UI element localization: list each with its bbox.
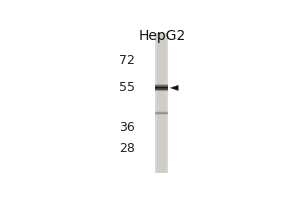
Bar (155, 113, 168, 114)
Bar (155, 87, 168, 88)
Text: 36: 36 (119, 121, 135, 134)
Bar (155, 112, 168, 113)
Bar (155, 33, 158, 173)
Bar (155, 89, 168, 90)
Bar (155, 84, 168, 85)
Bar (155, 85, 168, 86)
Bar (155, 113, 168, 114)
Bar (167, 33, 168, 173)
Text: 72: 72 (119, 54, 135, 67)
Bar (155, 111, 168, 112)
Bar (155, 112, 168, 113)
Bar (155, 85, 168, 86)
Text: 28: 28 (119, 142, 135, 155)
Bar (155, 91, 168, 92)
Text: HepG2: HepG2 (138, 29, 185, 43)
Bar (155, 88, 168, 89)
Bar (155, 90, 168, 91)
Bar (155, 84, 168, 85)
Bar (155, 83, 168, 84)
Polygon shape (170, 85, 178, 90)
Bar (155, 90, 168, 91)
Bar (155, 87, 168, 88)
Bar (155, 89, 168, 90)
Bar (155, 114, 168, 115)
Bar (155, 114, 168, 115)
Bar (155, 111, 168, 112)
Bar (155, 33, 168, 173)
Text: 55: 55 (119, 81, 135, 94)
Bar (155, 86, 168, 87)
